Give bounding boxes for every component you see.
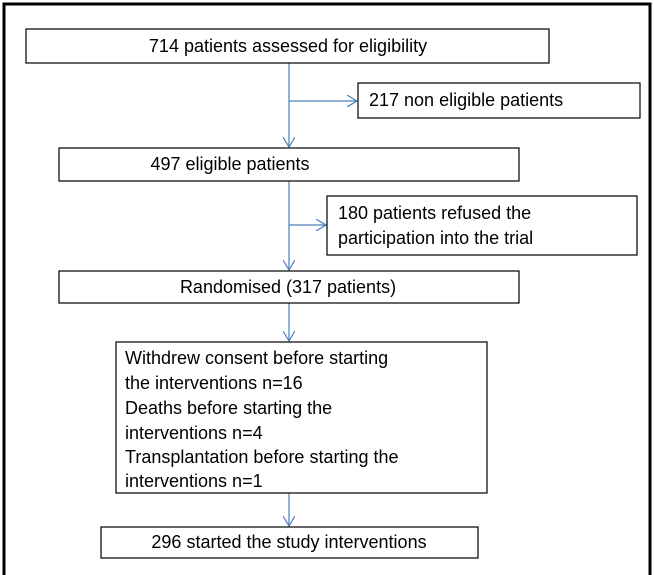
node: 714 patients assessed for eligibility: [25, 28, 550, 64]
node-label: Withdrew consent before starting: [125, 348, 388, 368]
node-label: Deaths before starting the: [125, 398, 332, 418]
node-box: [100, 526, 479, 559]
node-box: [25, 28, 550, 64]
node-box: [115, 341, 488, 494]
connectors: [289, 63, 357, 526]
node: 217 non eligible patients: [357, 82, 641, 119]
node-label: 714 patients assessed for eligibility: [149, 36, 427, 56]
node: 180 patients refused the participation i…: [326, 195, 638, 256]
node-box: [58, 147, 520, 182]
node: Withdrew consent before starting the int…: [115, 341, 488, 494]
node-label: interventions n=1: [125, 471, 263, 491]
node: Randomised (317 patients): [58, 270, 520, 304]
node-label: interventions n=4: [125, 423, 263, 443]
node-label: Randomised (317 patients): [180, 277, 396, 297]
node-label: 217 non eligible patients: [369, 90, 563, 110]
node-box: [357, 82, 641, 119]
node-box: [326, 195, 638, 256]
node-label: the interventions n=16: [125, 373, 303, 393]
node-label: 497 eligible patients: [150, 154, 309, 174]
node-label: 180 patients refused the: [338, 203, 531, 223]
node-label: Transplantation before starting the: [125, 447, 399, 467]
node: 497 eligible patients: [58, 147, 520, 182]
node-box: [58, 270, 520, 304]
node: 296 started the study interventions: [100, 526, 479, 559]
node-label: 296 started the study interventions: [151, 532, 426, 552]
node-label: participation into the trial: [338, 228, 533, 248]
